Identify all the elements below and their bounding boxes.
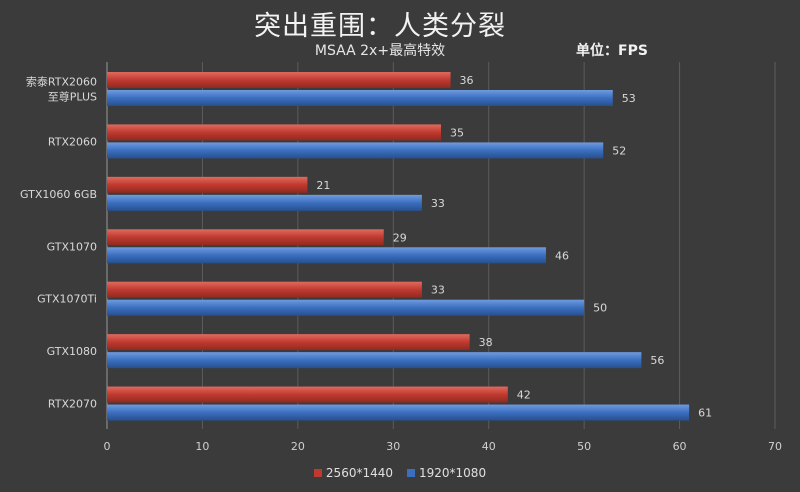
bar-series-2: [107, 299, 585, 316]
bar-series-1: [107, 176, 308, 193]
bar-series-2: [107, 247, 546, 264]
category-label: GTX1070Ti: [37, 293, 97, 306]
bar-series-2: [107, 404, 690, 421]
bar-series-2: [107, 352, 642, 369]
legend: 2560*1440 1920*1080: [0, 466, 800, 480]
legend-item-series-2[interactable]: 1920*1080: [407, 466, 486, 480]
data-label: 36: [460, 74, 474, 87]
category-label: 至尊PLUS: [48, 90, 97, 104]
data-label: 50: [593, 302, 607, 315]
category-label: GTX1070: [47, 240, 97, 253]
bar-series-1: [107, 281, 422, 298]
bar-series-1: [107, 229, 384, 246]
data-label: 42: [517, 389, 531, 402]
bar-series-1: [107, 124, 441, 141]
bar-series-1: [107, 334, 470, 351]
data-label: 35: [450, 126, 464, 139]
data-label: 46: [555, 249, 569, 262]
legend-swatch-series-2: [407, 469, 415, 477]
category-label: RTX2070: [48, 398, 97, 411]
bars: [107, 72, 690, 421]
data-label: 21: [316, 179, 330, 192]
x-tick-label: 10: [195, 440, 209, 453]
data-label: 29: [393, 231, 407, 244]
bar-series-2: [107, 90, 613, 106]
bar-series-2: [107, 142, 604, 159]
x-tick-label: 60: [673, 440, 687, 453]
data-label: 38: [479, 336, 493, 349]
x-tick-label: 0: [104, 440, 111, 453]
gridlines: [106, 62, 776, 429]
legend-label-series-2: 1920*1080: [419, 466, 487, 480]
bar-series-1: [107, 72, 451, 88]
data-label: 56: [650, 354, 664, 367]
data-label: 33: [431, 197, 445, 210]
legend-item-series-1[interactable]: 2560*1440: [313, 466, 393, 480]
x-tick-label: 20: [291, 440, 305, 453]
data-label: 33: [431, 284, 445, 297]
category-label: GTX1080: [47, 345, 97, 358]
data-label: 52: [612, 144, 626, 157]
data-label: 61: [698, 407, 712, 420]
category-label: 索泰RTX2060: [26, 75, 97, 89]
legend-swatch-series-1: [313, 469, 322, 477]
unit-label: 单位：FPS: [576, 43, 648, 59]
category-label: RTX2060: [48, 135, 97, 148]
chart-title: 突出重围：人类分裂: [254, 11, 506, 42]
category-label: GTX1060 6GB: [20, 188, 97, 201]
data-label: 53: [622, 92, 636, 105]
bar-series-1: [107, 386, 508, 403]
x-tick-label: 30: [386, 440, 400, 453]
chart-subtitle: MSAA 2x+最高特效: [314, 43, 446, 59]
x-tick-label: 50: [577, 440, 591, 453]
legend-label-series-1: 2560*1440: [325, 466, 393, 480]
bar-series-2: [107, 194, 422, 211]
x-tick-label: 40: [482, 440, 496, 453]
x-tick-label: 70: [768, 440, 782, 453]
